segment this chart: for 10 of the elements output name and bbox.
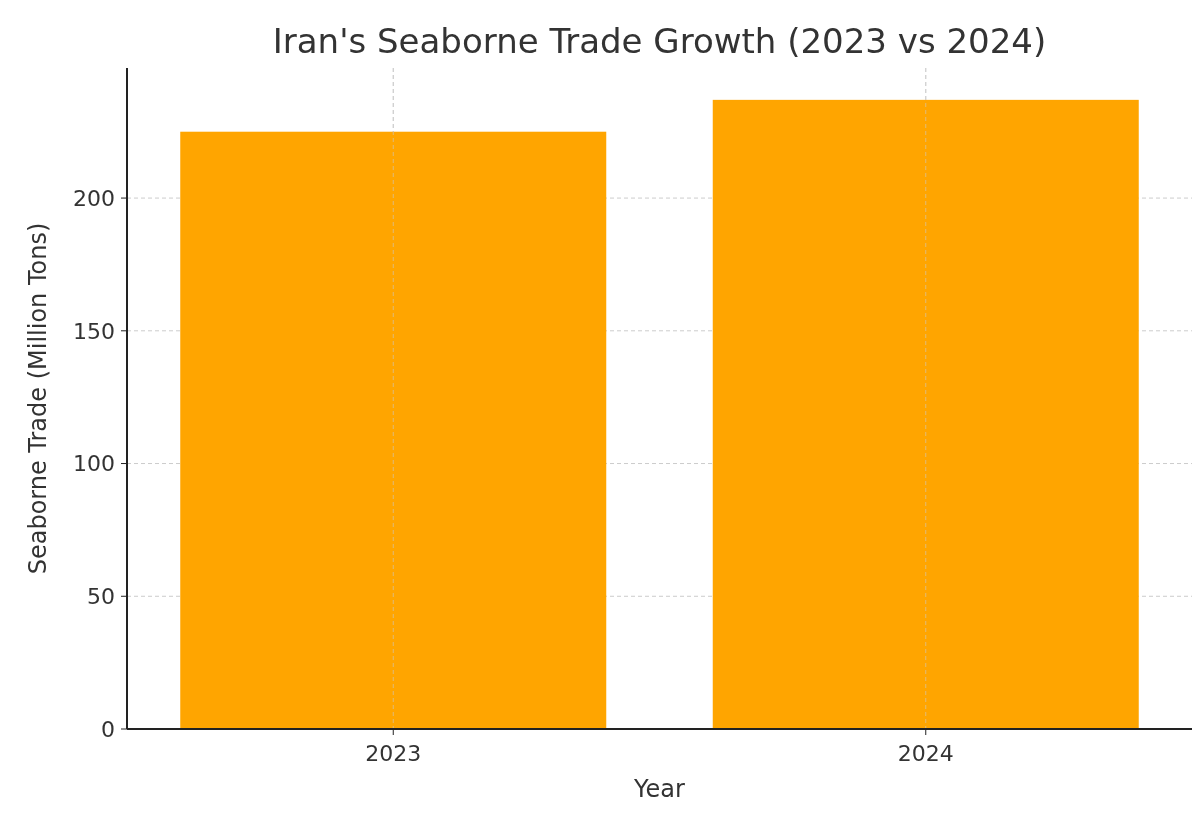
y-tick-label: 0 <box>101 716 115 742</box>
chart-title: Iran's Seaborne Trade Growth (2023 vs 2024) <box>272 21 1047 61</box>
y-tick-label: 150 <box>73 318 115 344</box>
x-tick-label: 2023 <box>365 741 422 766</box>
y-tick-label: 50 <box>87 583 115 609</box>
x-axis-title: Year <box>633 775 686 803</box>
y-tick-label: 200 <box>73 185 115 211</box>
y-tick-label: 100 <box>73 451 115 477</box>
x-tick-label: 2024 <box>897 741 954 766</box>
y-axis-title: Seaborne Trade (Million Tons) <box>24 222 52 575</box>
